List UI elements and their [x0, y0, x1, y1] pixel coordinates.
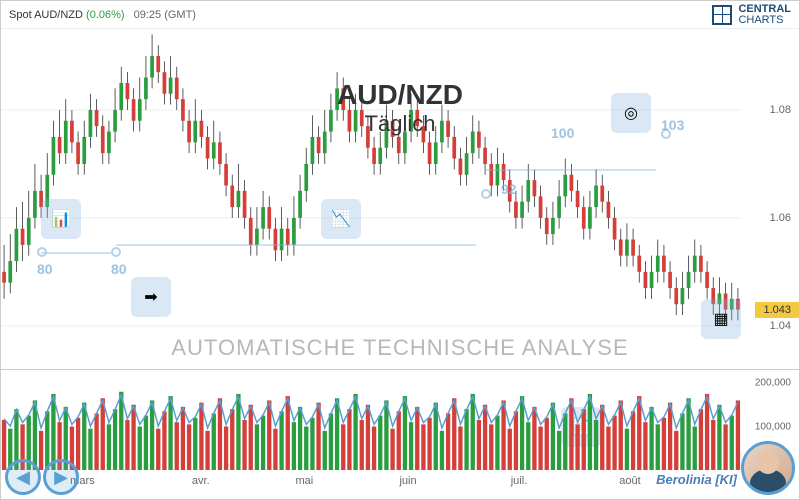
instrument-info: Spot AUD/NZD (0.06%) 09:25 (GMT)	[9, 9, 196, 21]
instrument-name: Spot AUD/NZD	[9, 9, 83, 21]
nav-next-button[interactable]: ▶	[43, 459, 79, 495]
x-tick-label: août	[619, 475, 640, 487]
logo-icon	[712, 5, 732, 25]
volume-chart-area[interactable]: 100,000200,000	[1, 369, 799, 469]
pct-change: (0.06%)	[86, 9, 125, 21]
ai-assistant-label: Berolinia [KI]	[656, 472, 737, 487]
x-tick-label: juin	[399, 475, 416, 487]
candlestick-chart	[1, 29, 741, 369]
x-tick-label: mai	[296, 475, 314, 487]
price-y-axis: 1.041.061.081.043	[739, 29, 799, 369]
x-tick-label: juil.	[511, 475, 528, 487]
logo-text: CENTRALCHARTS	[738, 4, 791, 26]
price-chart-area[interactable]: 1.041.061.081.043 AUD/NZD Täglich AUTOMA…	[1, 29, 799, 369]
nav-arrows: ◀ ▶	[5, 459, 79, 495]
ai-assistant-avatar[interactable]	[741, 441, 795, 495]
brand-logo[interactable]: CENTRALCHARTS	[712, 4, 791, 26]
x-axis: marsavr.maijuinjuil.août	[1, 469, 741, 499]
nav-prev-button[interactable]: ◀	[5, 459, 41, 495]
timestamp: 09:25 (GMT)	[134, 9, 196, 21]
volume-chart	[1, 370, 741, 470]
header-bar: Spot AUD/NZD (0.06%) 09:25 (GMT) CENTRAL…	[1, 1, 799, 29]
x-tick-label: avr.	[192, 475, 210, 487]
